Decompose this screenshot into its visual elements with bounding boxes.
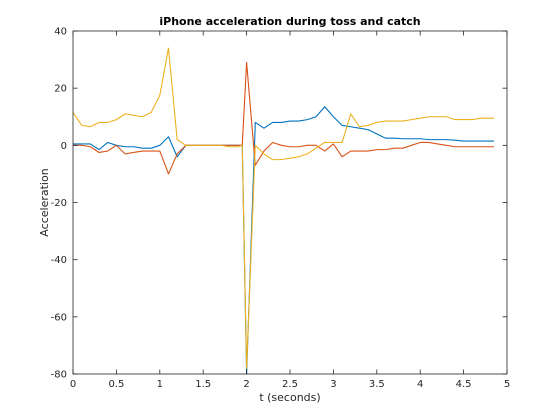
y-tick-label: -80 — [51, 370, 67, 381]
x-tick-label: 1 — [157, 379, 163, 390]
series-line-3 — [72, 47, 494, 369]
y-axis-title: Acceleration — [38, 168, 51, 236]
y-tick-label: 40 — [54, 27, 67, 38]
y-tick-label: -40 — [51, 255, 67, 266]
plot-area — [73, 31, 507, 374]
axes-layer: 0 0.5 1 1.5 2 2.5 3 3.5 4 4.5 5 -80 -60 -40 -20 0 20 40 — [51, 27, 511, 391]
y-tick-label: 0 — [61, 141, 67, 152]
x-tick-label: 1.5 — [195, 379, 211, 390]
x-tick-label: 3.5 — [369, 379, 385, 390]
x-tick-label: 4.5 — [456, 379, 472, 390]
y-tick-label: 20 — [54, 84, 67, 95]
x-tick-label: 0 — [70, 379, 76, 390]
y-tick-label: -60 — [51, 312, 67, 323]
x-tick-label: 2.5 — [282, 379, 298, 390]
x-tick-label: 5 — [504, 379, 510, 390]
series-line-2 — [73, 61, 494, 175]
x-tick-label: 4 — [417, 379, 423, 390]
x-axis-title: t (seconds) — [259, 391, 320, 404]
x-tick-label: 0.5 — [108, 379, 124, 390]
x-tick-label: 2 — [243, 379, 249, 390]
x-tick-label: 3 — [330, 379, 336, 390]
series-layer — [72, 47, 494, 375]
chart-title: iPhone acceleration during toss and catc… — [159, 15, 420, 28]
y-tick-label: -20 — [51, 198, 67, 209]
series-line-1 — [73, 106, 494, 375]
